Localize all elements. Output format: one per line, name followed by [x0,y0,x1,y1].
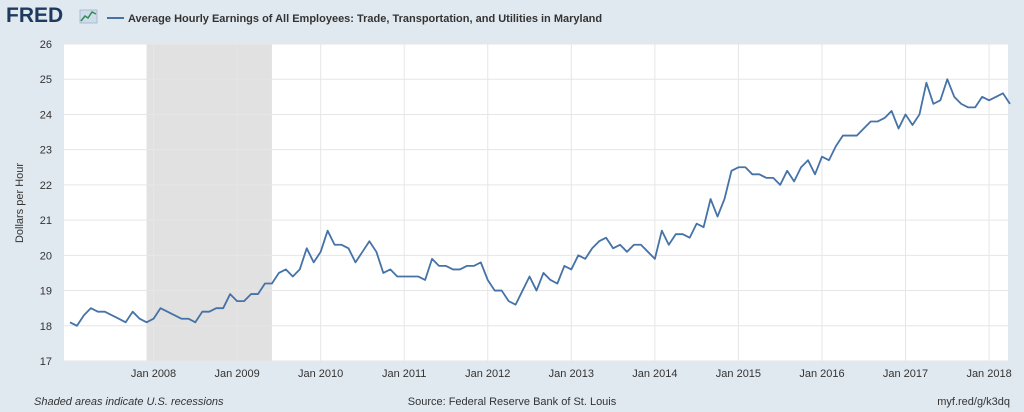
y-tick-label: 26 [40,39,52,51]
y-tick-label: 19 [40,286,52,298]
x-tick-label: Jan 2008 [131,368,176,380]
fred-logo-text: FRED [6,4,63,27]
fred-logo[interactable]: FRED [6,4,98,27]
x-tick-label: Jan 2014 [632,368,677,380]
y-axis-tick-labels: 17 18 19 20 21 22 23 24 25 26 [40,39,52,368]
x-tick-label: Jan 2016 [799,368,844,380]
x-tick-label: Jan 2009 [214,368,259,380]
series-line [69,78,1011,327]
y-tick-label: 24 [40,109,52,121]
x-tick-label: Jan 2017 [883,368,928,380]
short-link[interactable]: myf.red/g/k3dq [937,396,1010,408]
recession-note: Shaded areas indicate U.S. recessions [34,396,224,408]
x-tick-label: Jan 2011 [382,368,426,380]
recession-band [146,44,272,361]
x-tick-label: Jan 2015 [716,368,761,380]
y-tick-label: 25 [40,74,52,86]
x-tick-label: Jan 2018 [966,368,1011,380]
x-tick-label: Jan 2013 [549,368,594,380]
x-tick-label: Jan 2010 [298,368,343,380]
y-tick-label: 17 [40,356,52,368]
grid-lines [64,43,1008,362]
y-axis-title: Dollars per Hour [14,163,26,243]
recession-bands [146,44,272,361]
y-tick-label: 18 [40,321,52,333]
series-layer [69,78,1011,327]
y-tick-label: 20 [40,250,52,262]
series-title: Average Hourly Earnings of All Employees… [128,13,602,25]
x-axis-tick-labels: Jan 2008 Jan 2009 Jan 2010 Jan 2011 Jan 2012… [131,368,1012,380]
y-tick-label: 22 [40,180,52,192]
y-tick-label: 23 [40,145,52,157]
y-tick-label: 21 [40,215,52,227]
source-text: Source: Federal Reserve Bank of St. Loui… [408,396,617,408]
fred-logo-graph-icon [79,9,98,24]
x-tick-label: Jan 2012 [465,368,510,380]
